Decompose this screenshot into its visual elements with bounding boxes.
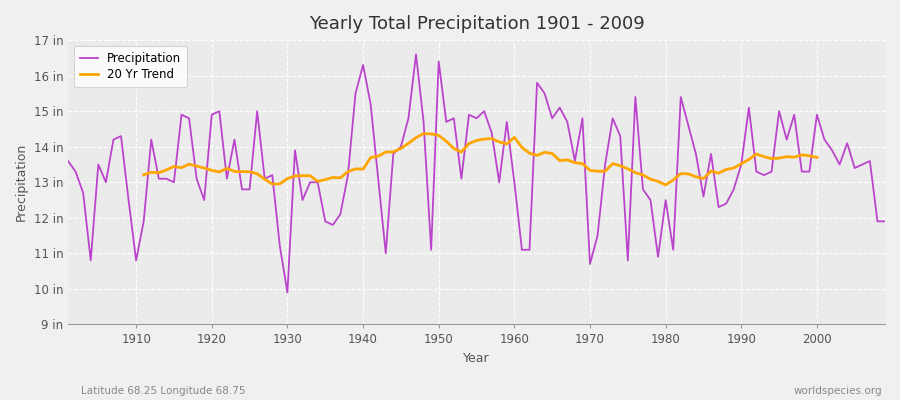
Precipitation [410,52,421,57]
20 Yr Trend [230,169,240,174]
Precipitation [282,290,292,295]
Text: Latitude 68.25 Longitude 68.75: Latitude 68.25 Longitude 68.75 [81,386,246,396]
Text: worldspecies.org: worldspecies.org [794,386,882,396]
20 Yr Trend [796,152,807,157]
Line: Precipitation: Precipitation [68,54,885,292]
Precipitation [343,173,354,178]
Precipitation [879,219,890,224]
Precipitation [123,198,134,202]
Precipitation [63,158,74,163]
20 Yr Trend [728,166,739,170]
Legend: Precipitation, 20 Yr Trend: Precipitation, 20 Yr Trend [74,46,187,87]
Title: Yearly Total Precipitation 1901 - 2009: Yearly Total Precipitation 1901 - 2009 [309,15,644,33]
Precipitation [517,247,527,252]
20 Yr Trend [615,163,626,168]
20 Yr Trend [343,169,354,174]
Precipitation [524,247,535,252]
20 Yr Trend [661,182,671,187]
20 Yr Trend [139,172,149,177]
Y-axis label: Precipitation: Precipitation [15,143,28,221]
20 Yr Trend [812,155,823,160]
20 Yr Trend [418,131,429,136]
20 Yr Trend [713,171,724,176]
Line: 20 Yr Trend: 20 Yr Trend [144,134,817,185]
Precipitation [615,134,626,138]
Precipitation [297,198,308,202]
X-axis label: Year: Year [464,352,490,365]
